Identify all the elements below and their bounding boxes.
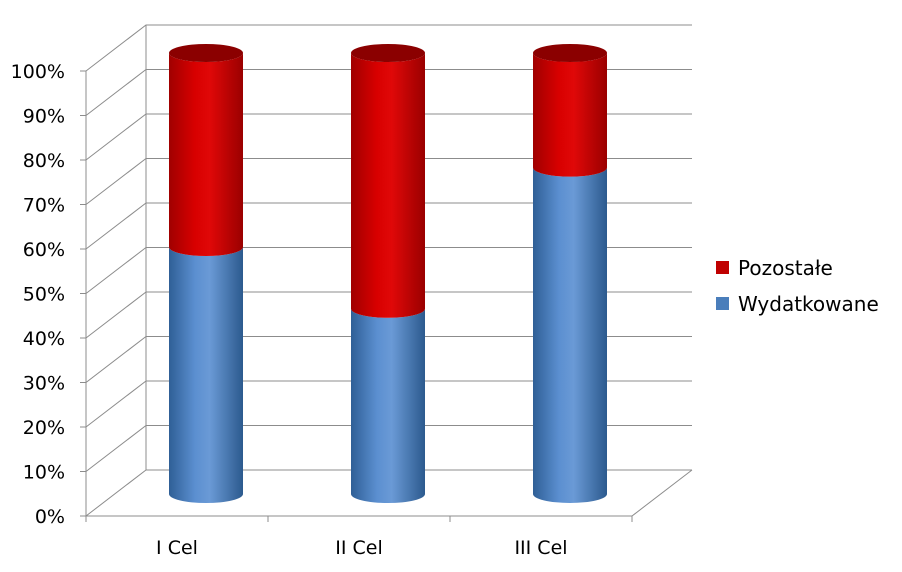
bar-group	[351, 44, 425, 503]
y-tick-label: 60%	[23, 239, 65, 261]
floor-right-edge	[631, 469, 693, 517]
y-tick-label: 80%	[23, 150, 65, 172]
y-axis-tick-labels: 0% 10% 20% 30% 40% 50% 60% 70% 80% 90% 100%	[11, 61, 65, 528]
legend-label: Pozostałe	[738, 256, 833, 280]
bar-segment-pozostale	[533, 53, 607, 177]
y-tick-label: 50%	[23, 284, 65, 306]
y-tick-label: 0%	[35, 506, 65, 528]
x-category-label: III Cel	[514, 537, 567, 559]
y-tick-label: 10%	[23, 462, 65, 484]
x-axis-category-labels: I Cel II Cel III Cel	[156, 537, 567, 559]
legend: Pozostałe Wydatkowane	[716, 256, 879, 316]
y-tick-label: 30%	[23, 373, 65, 395]
bar-segment-wydatkowane	[351, 308, 425, 503]
legend-swatch	[716, 297, 729, 310]
y-tick-label: 20%	[23, 417, 65, 439]
bar-segment-pozostale	[351, 53, 425, 318]
bar-segment-wydatkowane	[533, 167, 607, 503]
y-tick-label: 100%	[11, 61, 65, 83]
y-tick-label: 90%	[23, 106, 65, 128]
bar-group	[533, 44, 607, 503]
legend-swatch	[716, 261, 729, 274]
bar-segment-wydatkowane	[169, 247, 243, 503]
x-category-label: II Cel	[335, 537, 382, 559]
bar-segment-pozostale	[169, 53, 243, 257]
y-tick-label: 70%	[23, 195, 65, 217]
y-tick-label: 40%	[23, 328, 65, 350]
legend-label: Wydatkowane	[738, 292, 879, 316]
bar-group	[169, 44, 243, 503]
bar-top-cap	[169, 44, 243, 62]
legend-item: Wydatkowane	[716, 292, 879, 316]
bar-top-cap	[533, 44, 607, 62]
x-category-label: I Cel	[156, 537, 198, 559]
bars	[169, 44, 607, 503]
axes	[80, 25, 693, 522]
bar-top-cap	[351, 44, 425, 62]
legend-item: Pozostałe	[716, 256, 833, 280]
